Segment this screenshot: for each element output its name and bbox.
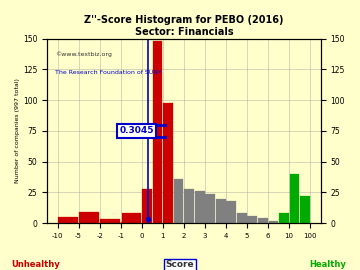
Bar	[269, 221, 278, 223]
Bar	[122, 213, 141, 223]
Bar	[289, 174, 299, 223]
Bar	[285, 222, 289, 223]
Bar	[132, 220, 136, 223]
Bar	[195, 191, 204, 223]
Bar	[300, 196, 310, 223]
Bar	[184, 189, 194, 223]
Text: The Research Foundation of SUNY: The Research Foundation of SUNY	[55, 70, 162, 75]
Text: ©www.textbiz.org: ©www.textbiz.org	[55, 52, 112, 57]
Bar	[153, 41, 162, 223]
Bar	[216, 198, 226, 223]
Bar	[247, 216, 257, 223]
Title: Z''-Score Histogram for PEBO (2016)
Sector: Financials: Z''-Score Histogram for PEBO (2016) Sect…	[84, 15, 284, 37]
Bar	[281, 222, 285, 223]
Bar	[100, 222, 106, 223]
Bar	[279, 213, 289, 223]
Bar	[121, 222, 126, 223]
Bar	[107, 222, 113, 223]
Y-axis label: Number of companies (997 total): Number of companies (997 total)	[15, 79, 20, 183]
Text: 0.3045: 0.3045	[120, 126, 154, 136]
Bar	[114, 222, 120, 223]
Text: Healthy: Healthy	[309, 260, 346, 269]
Bar	[100, 220, 120, 223]
Bar	[142, 189, 152, 223]
Bar	[163, 103, 173, 223]
Text: Score: Score	[166, 260, 194, 269]
Bar	[237, 213, 247, 223]
Bar	[58, 217, 78, 223]
Bar	[126, 218, 131, 223]
Bar	[174, 179, 184, 223]
Bar	[137, 220, 141, 223]
Bar	[205, 194, 215, 223]
Text: Unhealthy: Unhealthy	[12, 260, 60, 269]
Bar	[258, 218, 268, 223]
Bar	[80, 212, 99, 223]
Bar	[226, 201, 236, 223]
